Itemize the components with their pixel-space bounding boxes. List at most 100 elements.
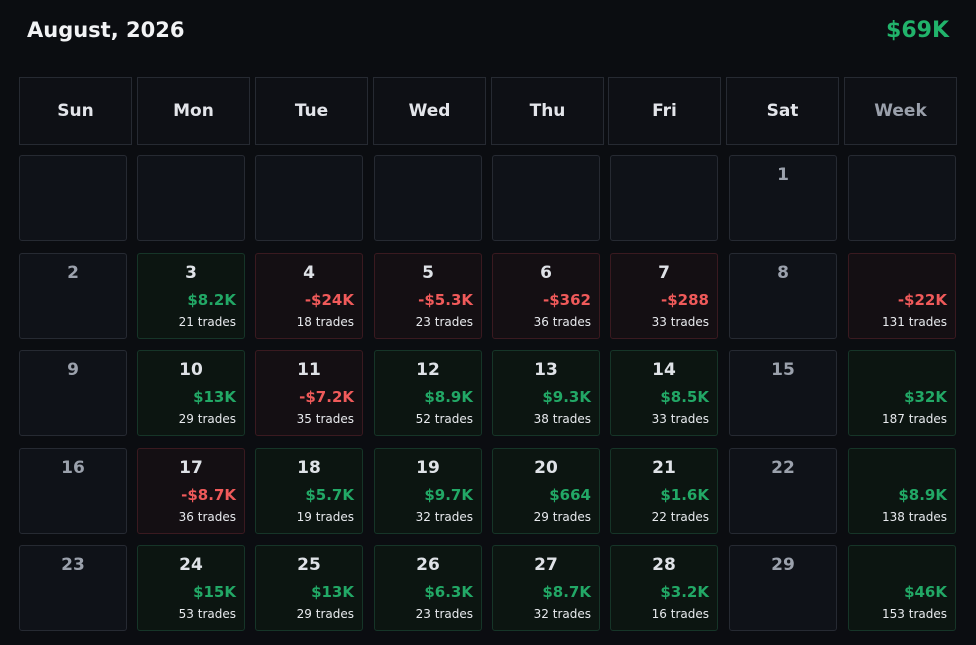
empty-day-cell: [374, 155, 482, 241]
empty-day-cell: [137, 155, 245, 241]
week-summary-cell[interactable]: $46K 153 trades: [848, 545, 956, 631]
day-trade-count: 33 trades: [651, 412, 709, 426]
empty-day-cell: [492, 155, 600, 241]
day-pnl: $8.5K: [660, 388, 709, 406]
day-cell-26[interactable]: 26 $6.3K 23 trades: [374, 545, 482, 631]
day-trade-count: 18 trades: [296, 315, 354, 329]
day-cell-6[interactable]: 6 -$362 36 trades: [492, 253, 600, 339]
week-summary-cell[interactable]: $32K 187 trades: [848, 350, 956, 436]
day-number: 22: [771, 458, 795, 478]
week-summary-cell[interactable]: $8.9K 138 trades: [848, 448, 956, 534]
day-number: 3: [185, 263, 197, 283]
day-cell-25[interactable]: 25 $13K 29 trades: [255, 545, 363, 631]
day-number: 12: [416, 360, 440, 380]
day-cell-18[interactable]: 18 $5.7K 19 trades: [255, 448, 363, 534]
day-trade-count: 29 trades: [178, 412, 236, 426]
day-cell-24[interactable]: 24 $15K 53 trades: [137, 545, 245, 631]
day-number: 15: [771, 360, 795, 380]
week-summary-cell[interactable]: [848, 155, 956, 241]
day-cell-15[interactable]: 15: [729, 350, 837, 436]
day-trade-count: 53 trades: [178, 607, 236, 621]
day-cell-20[interactable]: 20 $664 29 trades: [492, 448, 600, 534]
day-pnl: -$8.7K: [181, 486, 236, 504]
day-cell-1[interactable]: 1: [729, 155, 837, 241]
day-cell-5[interactable]: 5 -$5.3K 23 trades: [374, 253, 482, 339]
day-cell-2[interactable]: 2: [19, 253, 127, 339]
day-trade-count: 52 trades: [415, 412, 473, 426]
day-number: 29: [771, 555, 795, 575]
day-trade-count: 36 trades: [178, 510, 236, 524]
day-number: 25: [297, 555, 321, 575]
day-number: 1: [777, 165, 789, 185]
day-cell-23[interactable]: 23: [19, 545, 127, 631]
month-title: August, 2026: [27, 18, 185, 42]
day-pnl: $9.3K: [542, 388, 591, 406]
week-trade-count: 138 trades: [882, 510, 947, 524]
day-trade-count: 29 trades: [533, 510, 591, 524]
day-cell-16[interactable]: 16: [19, 448, 127, 534]
day-pnl: $5.7K: [305, 486, 354, 504]
week-pnl: $32K: [904, 388, 947, 406]
empty-day-cell: [610, 155, 718, 241]
day-number: 7: [658, 263, 670, 283]
day-pnl: $8.9K: [424, 388, 473, 406]
day-pnl: $15K: [193, 583, 236, 601]
day-cell-11[interactable]: 11 -$7.2K 35 trades: [255, 350, 363, 436]
week-trade-count: 187 trades: [882, 412, 947, 426]
day-number: 17: [179, 458, 203, 478]
day-trade-count: 23 trades: [415, 315, 473, 329]
day-cell-29[interactable]: 29: [729, 545, 837, 631]
day-cell-17[interactable]: 17 -$8.7K 36 trades: [137, 448, 245, 534]
week-pnl: -$22K: [897, 291, 947, 309]
week-pnl: $8.9K: [898, 486, 947, 504]
day-trade-count: 19 trades: [296, 510, 354, 524]
day-cell-8[interactable]: 8: [729, 253, 837, 339]
day-cell-27[interactable]: 27 $8.7K 32 trades: [492, 545, 600, 631]
day-cell-10[interactable]: 10 $13K 29 trades: [137, 350, 245, 436]
day-trade-count: 38 trades: [533, 412, 591, 426]
day-trade-count: 35 trades: [296, 412, 354, 426]
day-number: 4: [303, 263, 315, 283]
day-number: 8: [777, 263, 789, 283]
week-summary-cell[interactable]: -$22K 131 trades: [848, 253, 956, 339]
day-number: 28: [652, 555, 676, 575]
calendar-header: August, 2026 $69K: [27, 16, 949, 48]
week-pnl: $46K: [904, 583, 947, 601]
day-number: 23: [61, 555, 85, 575]
day-cell-7[interactable]: 7 -$288 33 trades: [610, 253, 718, 339]
day-cell-12[interactable]: 12 $8.9K 52 trades: [374, 350, 482, 436]
day-cell-9[interactable]: 9: [19, 350, 127, 436]
day-cell-28[interactable]: 28 $3.2K 16 trades: [610, 545, 718, 631]
day-pnl: -$362: [543, 291, 591, 309]
day-cell-19[interactable]: 19 $9.7K 32 trades: [374, 448, 482, 534]
day-pnl: $8.7K: [542, 583, 591, 601]
weekday-header-row: Sun Mon Tue Wed Thu Fri Sat Week: [19, 77, 957, 145]
day-number: 26: [416, 555, 440, 575]
day-pnl: $6.3K: [424, 583, 473, 601]
day-trade-count: 36 trades: [533, 315, 591, 329]
day-cell-3[interactable]: 3 $8.2K 21 trades: [137, 253, 245, 339]
day-pnl: $3.2K: [660, 583, 709, 601]
day-number: 11: [297, 360, 321, 380]
day-number: 18: [297, 458, 321, 478]
day-cell-22[interactable]: 22: [729, 448, 837, 534]
day-number: 21: [652, 458, 676, 478]
weekday-header-tue: Tue: [255, 77, 368, 145]
day-cell-14[interactable]: 14 $8.5K 33 trades: [610, 350, 718, 436]
day-trade-count: 33 trades: [651, 315, 709, 329]
weekday-header-mon: Mon: [137, 77, 250, 145]
empty-day-cell: [255, 155, 363, 241]
day-trade-count: 32 trades: [415, 510, 473, 524]
week-trade-count: 153 trades: [882, 607, 947, 621]
day-cell-21[interactable]: 21 $1.6K 22 trades: [610, 448, 718, 534]
day-pnl: -$288: [661, 291, 709, 309]
day-pnl: $13K: [193, 388, 236, 406]
day-number: 6: [540, 263, 552, 283]
month-total-pnl: $69K: [886, 18, 949, 43]
weekday-header-sat: Sat: [726, 77, 839, 145]
day-number: 5: [422, 263, 434, 283]
day-number: 20: [534, 458, 558, 478]
day-trade-count: 23 trades: [415, 607, 473, 621]
day-cell-4[interactable]: 4 -$24K 18 trades: [255, 253, 363, 339]
day-cell-13[interactable]: 13 $9.3K 38 trades: [492, 350, 600, 436]
